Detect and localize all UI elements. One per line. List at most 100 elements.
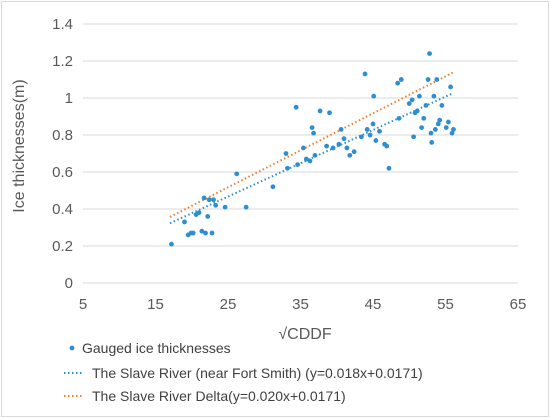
data-point [182,219,187,225]
data-point [359,134,364,140]
y-tick-label: 1.2 [52,53,73,70]
data-point [330,145,336,151]
data-point [234,171,240,177]
data-point [283,151,289,156]
data-point [398,77,404,82]
y-tick-label: 0 [65,275,73,292]
data-point [411,134,416,140]
legend: Gauged ice thicknesses The Slave River (… [64,340,423,404]
legend-label-gauged: Gauged ice thicknesses [82,340,231,356]
data-point [324,143,329,149]
data-point [414,108,420,114]
tick-labels: 0 0.2 0.4 0.6 0.8 1 1.2 1.4 5 15 25 35 45 55 65 [52,16,526,313]
data-point [417,93,422,99]
data-point [377,128,382,134]
data-point [423,103,429,108]
data-point [317,108,323,114]
y-tick-label: 0.4 [52,201,73,218]
data-point [196,210,202,216]
data-point [434,77,440,82]
data-point [384,143,390,149]
data-point [285,165,290,171]
data-point [448,84,453,90]
data-point [203,230,208,236]
data-point [428,130,434,136]
data-point [351,149,357,155]
y-tick-label: 1.4 [52,16,73,33]
y-tick-label: 0.2 [52,238,73,255]
data-point [199,228,205,234]
data-point [451,127,456,132]
y-axis-title: Ice thicknesses(m) [11,79,28,212]
x-tick-label: 5 [79,296,87,313]
data-point [419,125,424,130]
plot-series [169,51,456,247]
data-point [432,127,438,132]
data-point [303,156,309,162]
data-point [395,80,401,86]
x-tick-label: 25 [220,296,237,313]
x-tick-label: 35 [292,296,309,313]
data-point [301,145,306,151]
data-point [373,138,379,143]
data-point [431,93,437,99]
data-point [439,103,445,108]
data-point [386,165,392,171]
data-point [429,140,435,145]
data-point [293,104,299,110]
x-tick-label: 55 [437,296,454,313]
data-point [338,127,344,132]
x-axis-title: √CDDF [278,326,331,343]
data-point [435,121,441,127]
data-point [362,71,368,77]
data-point [327,110,332,116]
y-tick-label: 1 [65,90,73,107]
x-tick-label: 65 [510,296,527,313]
data-point [190,230,196,236]
data-point [222,204,228,210]
data-point [443,125,449,130]
data-point [421,115,427,121]
data-point [341,136,347,142]
data-point [409,97,415,103]
data-point [307,158,313,164]
data-point [211,197,216,203]
data-point [206,197,212,203]
x-tick-label: 45 [365,296,382,313]
data-point [449,130,455,136]
data-point [425,77,431,82]
data-point [406,101,412,106]
data-point [312,152,318,158]
data-point [347,152,353,158]
data-point [213,202,219,208]
data-point [446,119,451,125]
data-point [205,214,211,219]
data-point [309,125,315,130]
data-point [396,115,402,121]
gridlines [83,23,518,284]
legend-label-delta: The Slave River Delta(y=0.020x+0.0171) [92,388,346,404]
data-point [364,127,370,132]
x-tick-label: 15 [147,296,164,313]
data-point [270,184,276,190]
trendline-delta [169,71,454,218]
data-point [371,93,377,99]
data-point [344,145,350,151]
data-point [370,121,376,127]
data-point [295,162,300,168]
data-point [243,204,249,210]
data-point [367,132,373,138]
data-point [201,195,207,201]
y-tick-label: 0.8 [52,127,73,144]
data-point [169,241,174,247]
data-point [209,230,215,236]
data-point [427,51,432,56]
legend-label-fort-smith: The Slave River (near Fort Smith) (y=0.0… [92,365,423,381]
data-point [336,141,342,147]
trendline-fort-smith [169,92,454,225]
data-point [311,130,316,136]
y-tick-label: 0.6 [52,164,73,181]
legend-marker-gauged [69,345,75,351]
data-point [437,117,443,123]
